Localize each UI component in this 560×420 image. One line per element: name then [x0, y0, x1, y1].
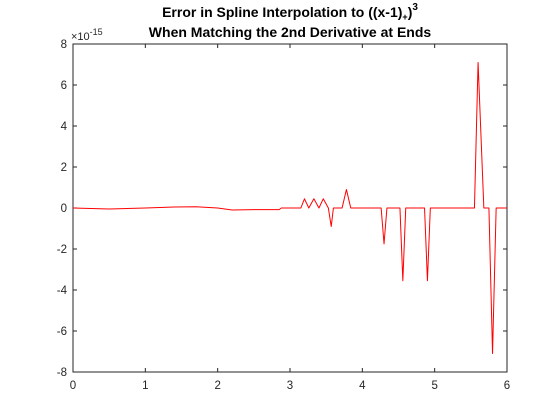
- error-series-line: [72, 61, 507, 355]
- x-tick-label: 2: [214, 380, 220, 392]
- x-tick-label: 3: [287, 380, 293, 392]
- chart-title-line-1: Error in Spline Interpolation to ((x-1)+…: [162, 2, 418, 22]
- axes: 0 1 2 3 4 5 6 -8 -6 -4 -2 0 2 4 6 8: [57, 39, 510, 392]
- y-tick-label: -8: [57, 367, 67, 379]
- x-tick-label: 4: [359, 380, 366, 392]
- x-tick-label: 1: [142, 380, 148, 392]
- x-tick-label: 0: [70, 380, 76, 392]
- y-tick-label: -6: [57, 326, 67, 338]
- y-tick-label: 4: [61, 121, 68, 133]
- chart-title-line-2: When Matching the 2nd Derivative at Ends: [149, 24, 432, 40]
- x-tick-label: 6: [504, 380, 510, 392]
- y-tick-label: 6: [61, 80, 67, 92]
- x-tick-label: 5: [431, 380, 437, 392]
- plot-area: [72, 61, 507, 355]
- y-tick-label: 2: [61, 162, 67, 174]
- y-tick-label: -2: [57, 244, 67, 256]
- y-tick-label: 8: [61, 39, 67, 51]
- y-scale-multiplier: ×10-15: [71, 27, 103, 43]
- y-tick-label: 0: [61, 203, 67, 215]
- y-tick-label: -4: [57, 285, 68, 297]
